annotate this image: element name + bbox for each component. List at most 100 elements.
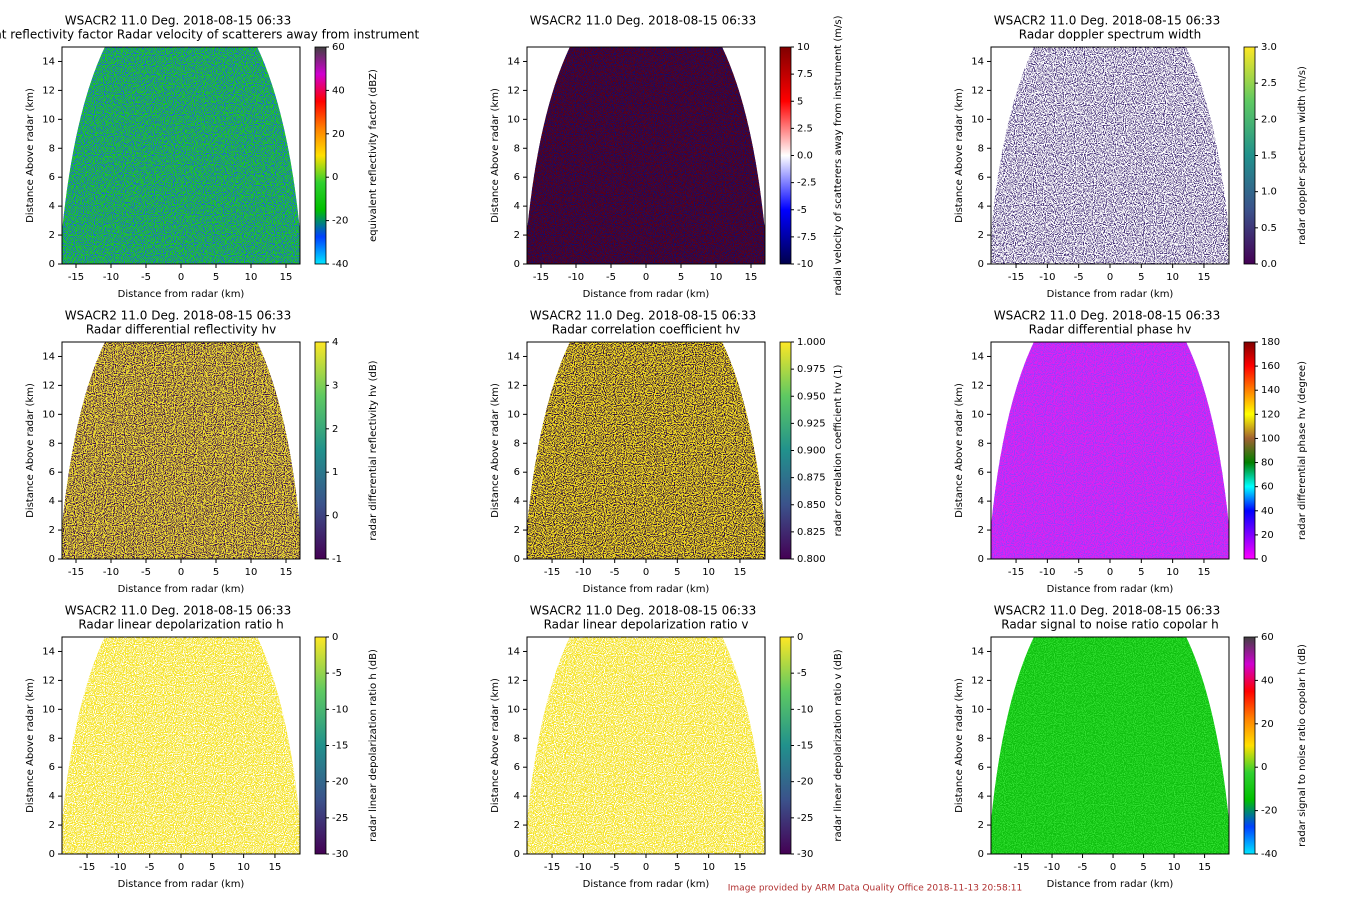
radar-image — [62, 637, 300, 854]
y-tick-label: 14 — [507, 56, 520, 67]
y-tick-label: 6 — [978, 172, 984, 183]
x-tick-label: -10 — [575, 862, 591, 873]
colorbar-tick-label: 0.0 — [1261, 259, 1277, 270]
y-tick-label: 12 — [971, 675, 984, 686]
x-axis-label: Distance from radar (km) — [118, 879, 245, 890]
chart-subtitle: Radar differential phase hv — [1029, 323, 1192, 337]
y-tick-label: 12 — [42, 85, 55, 96]
colorbar — [314, 636, 327, 855]
colorbar-tick-label: 0 — [797, 632, 803, 643]
chart-subtitle: Radar doppler spectrum width — [1019, 28, 1201, 42]
chart-title: WSACR2 11.0 Deg. 2018-08-15 06:33 — [530, 309, 756, 323]
y-tick-label: 14 — [42, 646, 55, 657]
x-tick-label: 10 — [1166, 567, 1179, 578]
colorbar-tick-label: 0 — [1261, 554, 1267, 565]
colorbar-label: radar differential reflectivity hv (dB) — [368, 360, 379, 540]
colorbar-tick-label: -5 — [332, 668, 342, 679]
colorbar-tick-label: -25 — [332, 813, 348, 824]
colorbar-tick-label: 0.5 — [1261, 223, 1277, 234]
x-tick-label: -10 — [103, 567, 119, 578]
x-tick-label: 0 — [1110, 862, 1116, 873]
x-tick-label: 5 — [1140, 862, 1146, 873]
chart-subtitle: Radar linear depolarization ratio v — [544, 618, 749, 632]
colorbar-tick-label: -15 — [332, 741, 348, 752]
x-tick-label: -5 — [1074, 567, 1084, 578]
colorbar-tick-label: -10 — [797, 704, 813, 715]
y-tick-label: 0 — [978, 259, 984, 270]
y-tick-label: 10 — [971, 114, 984, 125]
colorbar-tick-label: 2.5 — [797, 123, 813, 134]
colorbar — [1243, 636, 1256, 855]
colorbar — [779, 341, 792, 560]
y-axis-label: Distance Above radar (km) — [25, 383, 36, 518]
y-tick-label: 14 — [507, 351, 520, 362]
y-tick-label: 8 — [49, 438, 55, 449]
y-tick-label: 14 — [42, 56, 55, 67]
y-tick-label: 2 — [514, 525, 520, 536]
x-tick-label: 0 — [178, 272, 184, 283]
y-tick-label: 6 — [514, 467, 520, 478]
colorbar-label: radar linear depolarization ratio h (dB) — [368, 649, 379, 842]
y-tick-label: 10 — [971, 409, 984, 420]
y-tick-label: 12 — [971, 85, 984, 96]
colorbar-tick-label: 0.800 — [797, 554, 826, 565]
x-tick-label: 5 — [1138, 272, 1144, 283]
chart-title: WSACR2 11.0 Deg. 2018-08-15 06:33 — [994, 309, 1220, 323]
colorbar-tick-label: 60 — [1261, 482, 1274, 493]
colorbar-tick-label: 0.900 — [797, 446, 826, 457]
colorbar-tick-label: -20 — [797, 777, 813, 788]
colorbar-tick-label: 160 — [1261, 361, 1280, 372]
x-tick-label: 15 — [1198, 272, 1211, 283]
y-tick-label: 0 — [978, 849, 984, 860]
y-tick-label: 14 — [507, 646, 520, 657]
y-tick-label: 10 — [971, 704, 984, 715]
y-tick-label: 10 — [507, 704, 520, 715]
x-tick-label: 5 — [1138, 567, 1144, 578]
y-tick-label: 12 — [507, 85, 520, 96]
x-tick-label: -10 — [1039, 567, 1055, 578]
y-tick-label: 6 — [978, 467, 984, 478]
x-tick-label: 15 — [280, 567, 293, 578]
y-tick-label: 14 — [971, 56, 984, 67]
y-tick-label: 12 — [507, 675, 520, 686]
x-tick-label: 0 — [1107, 272, 1113, 283]
radar-image — [527, 342, 765, 559]
colorbar-label: radar differential phase hv (degree) — [1297, 361, 1308, 540]
image-speckle — [62, 342, 300, 559]
x-tick-label: -15 — [544, 862, 560, 873]
colorbar-label: radar linear depolarization ratio v (dB) — [833, 649, 844, 841]
colorbar-tick-label: 100 — [1261, 433, 1280, 444]
y-tick-label: 6 — [49, 762, 55, 773]
colorbar-tick-label: 0 — [332, 632, 338, 643]
y-tick-label: 0 — [978, 554, 984, 565]
colorbar-tick-label: -40 — [332, 259, 348, 270]
x-axis-label: Distance from radar (km) — [118, 584, 245, 595]
image-speckle — [527, 47, 765, 264]
y-tick-label: 0 — [514, 849, 520, 860]
colorbar-tick-label: 0 — [1261, 762, 1267, 773]
x-tick-label: -5 — [1074, 272, 1084, 283]
footer: Image provided by ARM Data Quality Offic… — [728, 884, 1022, 894]
x-tick-label: 10 — [245, 567, 258, 578]
x-tick-label: 10 — [702, 567, 715, 578]
y-tick-label: 12 — [507, 380, 520, 391]
x-tick-label: 5 — [674, 567, 680, 578]
y-tick-label: 14 — [971, 351, 984, 362]
colorbar-tick-label: 0.875 — [797, 473, 826, 484]
x-axis-label: Distance from radar (km) — [583, 584, 710, 595]
y-tick-label: 8 — [49, 733, 55, 744]
x-tick-label: -5 — [141, 567, 151, 578]
colorbar-tick-label: 2.5 — [1261, 78, 1277, 89]
y-tick-label: 6 — [514, 762, 520, 773]
chart-title: WSACR2 11.0 Deg. 2018-08-15 06:33 — [530, 604, 756, 618]
y-tick-label: 10 — [42, 704, 55, 715]
x-tick-label: 15 — [734, 862, 747, 873]
x-tick-label: 10 — [710, 272, 723, 283]
colorbar-tick-label: 3 — [332, 380, 338, 391]
chart-subtitle: Equivalent reflectivity factor Radar vel… — [0, 28, 419, 42]
x-tick-label: -15 — [79, 862, 95, 873]
colorbar-tick-label: 60 — [332, 42, 345, 53]
colorbar-tick-label: 180 — [1261, 337, 1280, 348]
y-tick-label: 12 — [42, 380, 55, 391]
